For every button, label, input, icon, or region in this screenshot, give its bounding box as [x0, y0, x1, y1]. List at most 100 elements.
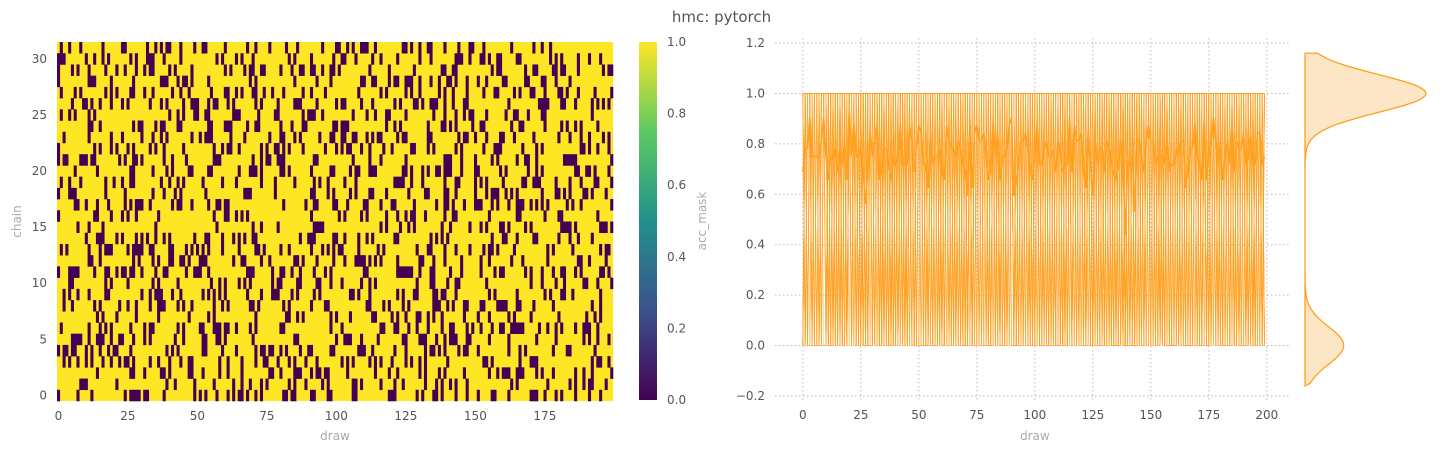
heatmap-cell [451, 64, 455, 76]
heatmap-cell [373, 42, 377, 54]
heatmap-y-tick: 30 [32, 52, 47, 66]
chain-trace [802, 93, 1265, 346]
heatmap-cell [560, 221, 564, 234]
heatmap-cell [190, 356, 194, 368]
heatmap-cell [518, 356, 522, 368]
heatmap-cell [435, 232, 439, 245]
heatmap-cell [423, 367, 428, 379]
heatmap-cell [87, 288, 91, 301]
heatmap-cell [418, 42, 422, 54]
heatmap-cell [596, 333, 600, 346]
heatmap-cell [562, 187, 567, 200]
chain-trace [802, 93, 1265, 346]
heatmap-cell [443, 64, 447, 76]
heatmap-cell [560, 288, 564, 301]
heatmap-cell [90, 120, 94, 133]
heatmap-cell [504, 75, 508, 88]
heatmap-cell [268, 131, 272, 144]
heatmap-cell [84, 154, 88, 166]
heatmap-cell [115, 86, 119, 99]
heatmap-cell [465, 86, 469, 99]
heatmap-cell [129, 367, 133, 379]
heatmap-cell [387, 389, 391, 402]
heatmap-cell [501, 75, 505, 88]
chain-trace [802, 93, 1265, 346]
heatmap-cell [390, 199, 394, 211]
heatmap-cell [496, 300, 500, 312]
heatmap-cell [435, 199, 439, 211]
heatmap-cell [276, 356, 280, 368]
heatmap-cell [73, 199, 77, 211]
heatmap-cell [454, 333, 458, 346]
heatmap-cell [446, 356, 450, 368]
heatmap-cell [543, 98, 547, 110]
heatmap-cell [132, 367, 136, 379]
heatmap-cell [482, 142, 486, 155]
heatmap-cell [518, 53, 522, 65]
heatmap-cell [84, 344, 88, 357]
heatmap-cell [132, 86, 136, 99]
heatmap-cell [279, 165, 283, 177]
heatmap-cell [362, 199, 366, 211]
heatmap-cell [404, 131, 408, 144]
heatmap-cell [82, 378, 86, 391]
heatmap-x-tick: 150 [464, 409, 487, 423]
heatmap-cell [326, 378, 330, 391]
heatmap-cell [485, 109, 489, 121]
heatmap-cell [209, 165, 213, 177]
heatmap-cell [109, 333, 113, 346]
heatmap-cell [134, 199, 138, 211]
heatmap-cell [159, 367, 163, 379]
heatmap-cell [593, 344, 597, 357]
heatmap-cell [176, 120, 180, 133]
heatmap-cell [323, 266, 327, 278]
colorbar-tick: 0.0 [667, 393, 686, 407]
heatmap-cell [587, 322, 592, 334]
heatmap-cell [557, 311, 561, 323]
heatmap-cell [293, 98, 297, 110]
heatmap-cell [587, 255, 592, 267]
heatmap-cell [68, 42, 72, 54]
heatmap-cell [348, 288, 352, 301]
heatmap-cell [76, 64, 80, 76]
heatmap-cell [162, 187, 166, 200]
heatmap-cell [496, 64, 500, 76]
heatmap-cell [101, 232, 105, 245]
heatmap-cell [123, 356, 127, 368]
heatmap-cell [423, 187, 428, 200]
heatmap-cell [596, 322, 600, 334]
heatmap-cell [412, 210, 416, 222]
colorbar-tick: 0.2 [667, 321, 686, 335]
heatmap-cell [143, 322, 147, 334]
heatmap-cell [246, 42, 250, 54]
heatmap-cell [415, 311, 419, 323]
heatmap-cell [293, 176, 297, 189]
heatmap-cell [396, 288, 400, 301]
heatmap-cell [187, 165, 191, 177]
heatmap-cell [226, 210, 230, 222]
heatmap-cell [540, 142, 544, 155]
heatmap-cell [98, 322, 102, 334]
heatmap-cell [590, 232, 594, 245]
heatmap-cell [240, 378, 244, 391]
heatmap-cell [159, 288, 163, 301]
heatmap-cell [448, 266, 453, 278]
heatmap-cell [234, 210, 238, 222]
heatmap-cell [365, 210, 369, 222]
heatmap-cell [262, 344, 266, 357]
heatmap-cell [98, 98, 102, 110]
heatmap-cell [360, 333, 364, 346]
heatmap-cell [218, 356, 222, 368]
heatmap-cell [465, 131, 469, 144]
heatmap-cell [579, 120, 583, 133]
heatmap-cell [148, 333, 152, 346]
heatmap-cell [95, 232, 99, 245]
heatmap-cell [212, 300, 216, 312]
heatmap-cell [262, 86, 266, 99]
heatmap-cell [157, 288, 161, 301]
heatmap-cell [62, 53, 66, 65]
heatmap-cell [309, 389, 314, 402]
heatmap-cell [104, 266, 108, 278]
heatmap-cell [404, 266, 408, 278]
heatmap-y-tick: 0 [39, 388, 47, 402]
